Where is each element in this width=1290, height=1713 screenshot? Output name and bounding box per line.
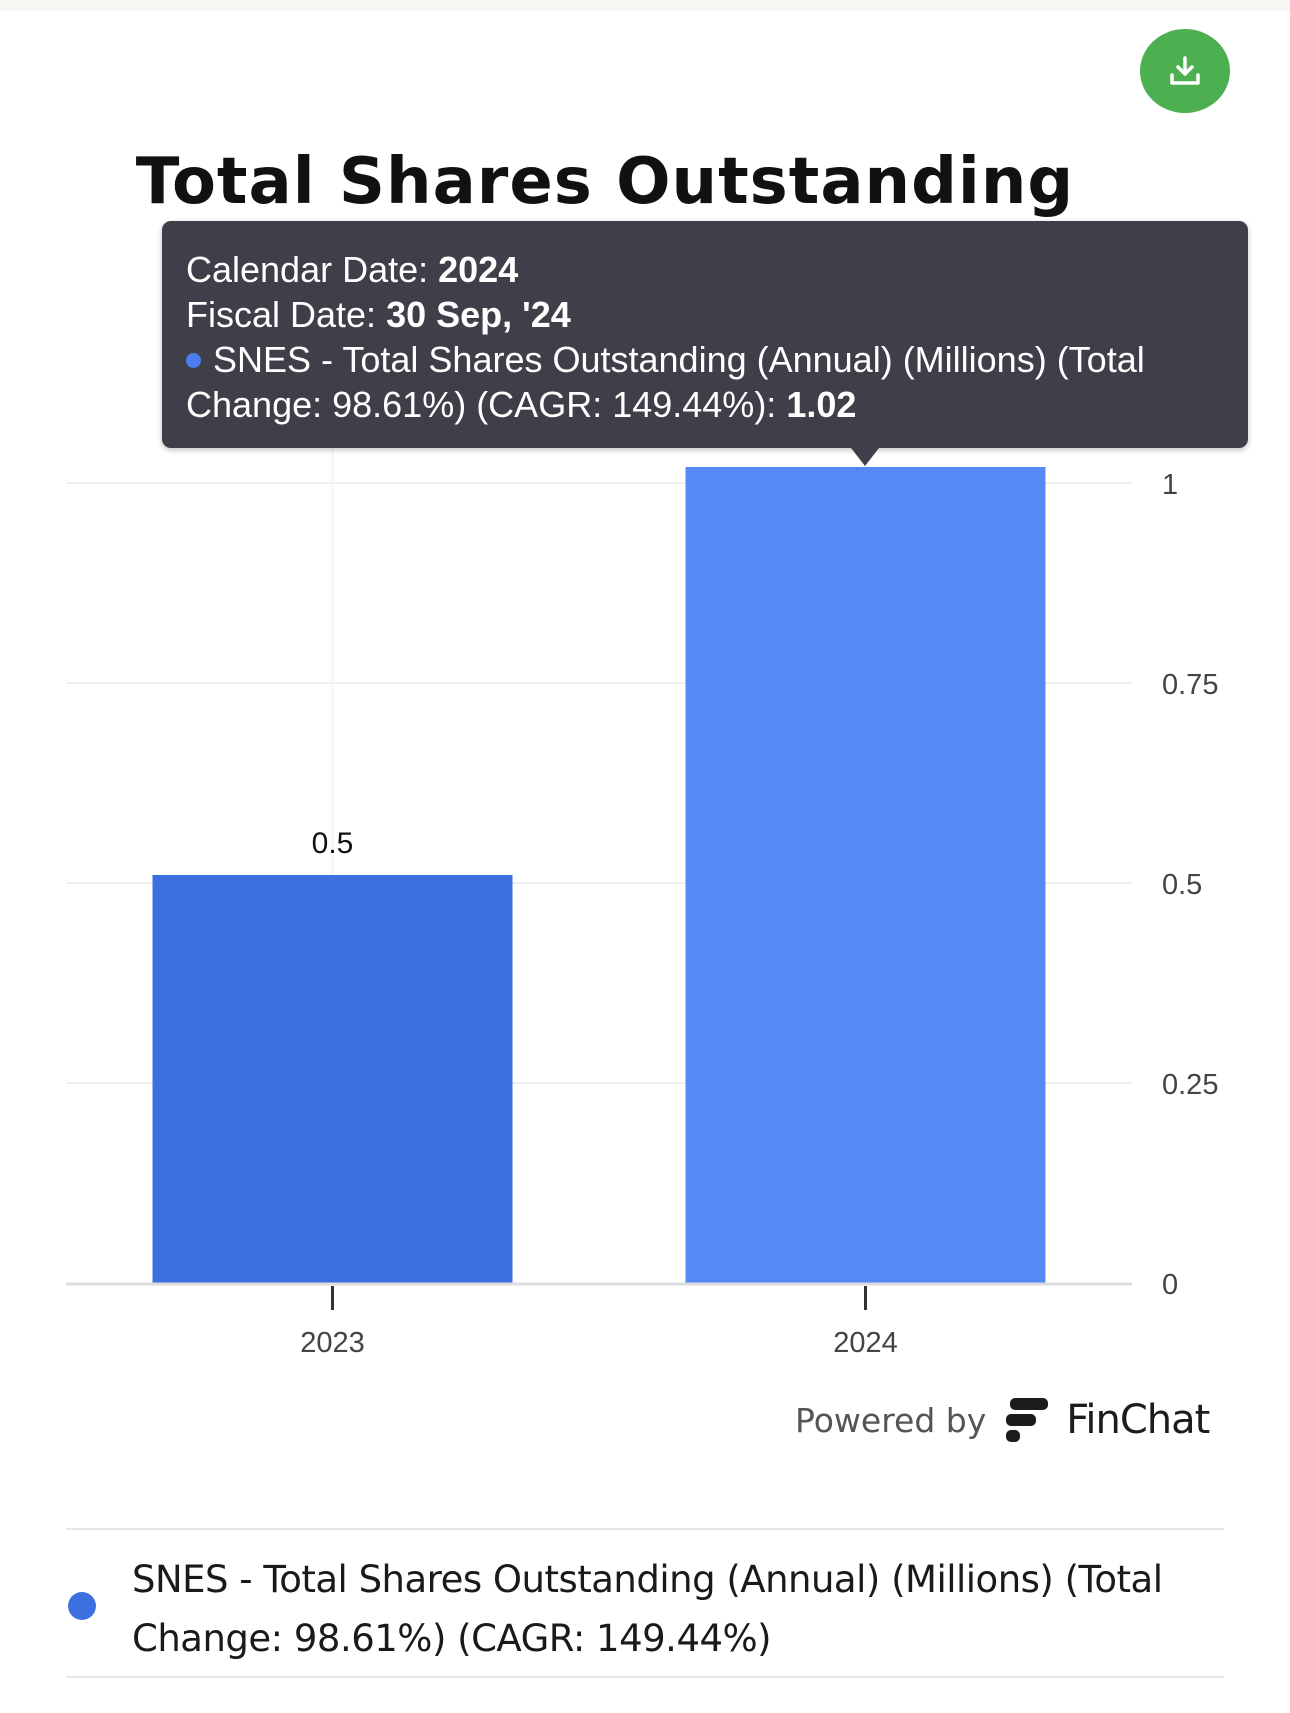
legend-label: SNES - Total Shares Outstanding (Annual)… [132, 1558, 1163, 1660]
series-dot-icon [186, 353, 201, 368]
tooltip-fiscal-value: 30 Sep, '24 [386, 294, 571, 335]
legend-color-dot [68, 1592, 96, 1620]
y-tick-label: 0.5 [1162, 869, 1202, 901]
y-tick-label: 0 [1162, 1269, 1178, 1301]
tooltip-series-row: SNES - Total Shares Outstanding (Annual)… [186, 337, 1226, 427]
tooltip-calendar-row: Calendar Date: 2024 [186, 247, 1226, 292]
tooltip-fiscal-label: Fiscal Date: [186, 294, 387, 335]
y-tick-label: 1 [1162, 469, 1178, 501]
finchat-brand: FinChat [1066, 1397, 1210, 1443]
x-tick-label: 2024 [833, 1327, 898, 1359]
tooltip-calendar-value: 2024 [438, 249, 519, 290]
data-label-2023: 0.5 [312, 827, 354, 860]
bar-2024 [685, 467, 1046, 1283]
tooltip-fiscal-row: Fiscal Date: 30 Sep, '24 [186, 292, 1226, 337]
tooltip-arrow [851, 448, 879, 466]
axes [66, 1282, 1132, 1310]
tooltip-series-value: 1.02 [786, 384, 857, 425]
bars [152, 467, 1046, 1283]
top-strip [0, 0, 1290, 11]
legend[interactable]: SNES - Total Shares Outstanding (Annual)… [66, 1528, 1224, 1678]
tooltip-series-text: SNES - Total Shares Outstanding (Annual)… [186, 339, 1145, 425]
powered-by-text: Powered by [795, 1400, 987, 1440]
y-tick-label: 0.25 [1162, 1069, 1218, 1101]
labels: 0 0.25 0.5 0.75 1 0.5 2023 2024 [300, 469, 1218, 1359]
x-tick-label: 2023 [300, 1327, 365, 1359]
chart-title: Total Shares Outstanding [135, 145, 1075, 219]
download-icon [1170, 56, 1200, 85]
tooltip-calendar-label: Calendar Date: [186, 249, 439, 290]
download-button[interactable] [1140, 29, 1230, 113]
powered-by[interactable]: Powered by FinChat [795, 1395, 1210, 1445]
y-tick-label: 0.75 [1162, 669, 1218, 701]
bar-2023 [152, 875, 513, 1283]
chart-tooltip: Calendar Date: 2024 Fiscal Date: 30 Sep,… [162, 221, 1248, 448]
finchat-logo-icon [1006, 1398, 1049, 1442]
